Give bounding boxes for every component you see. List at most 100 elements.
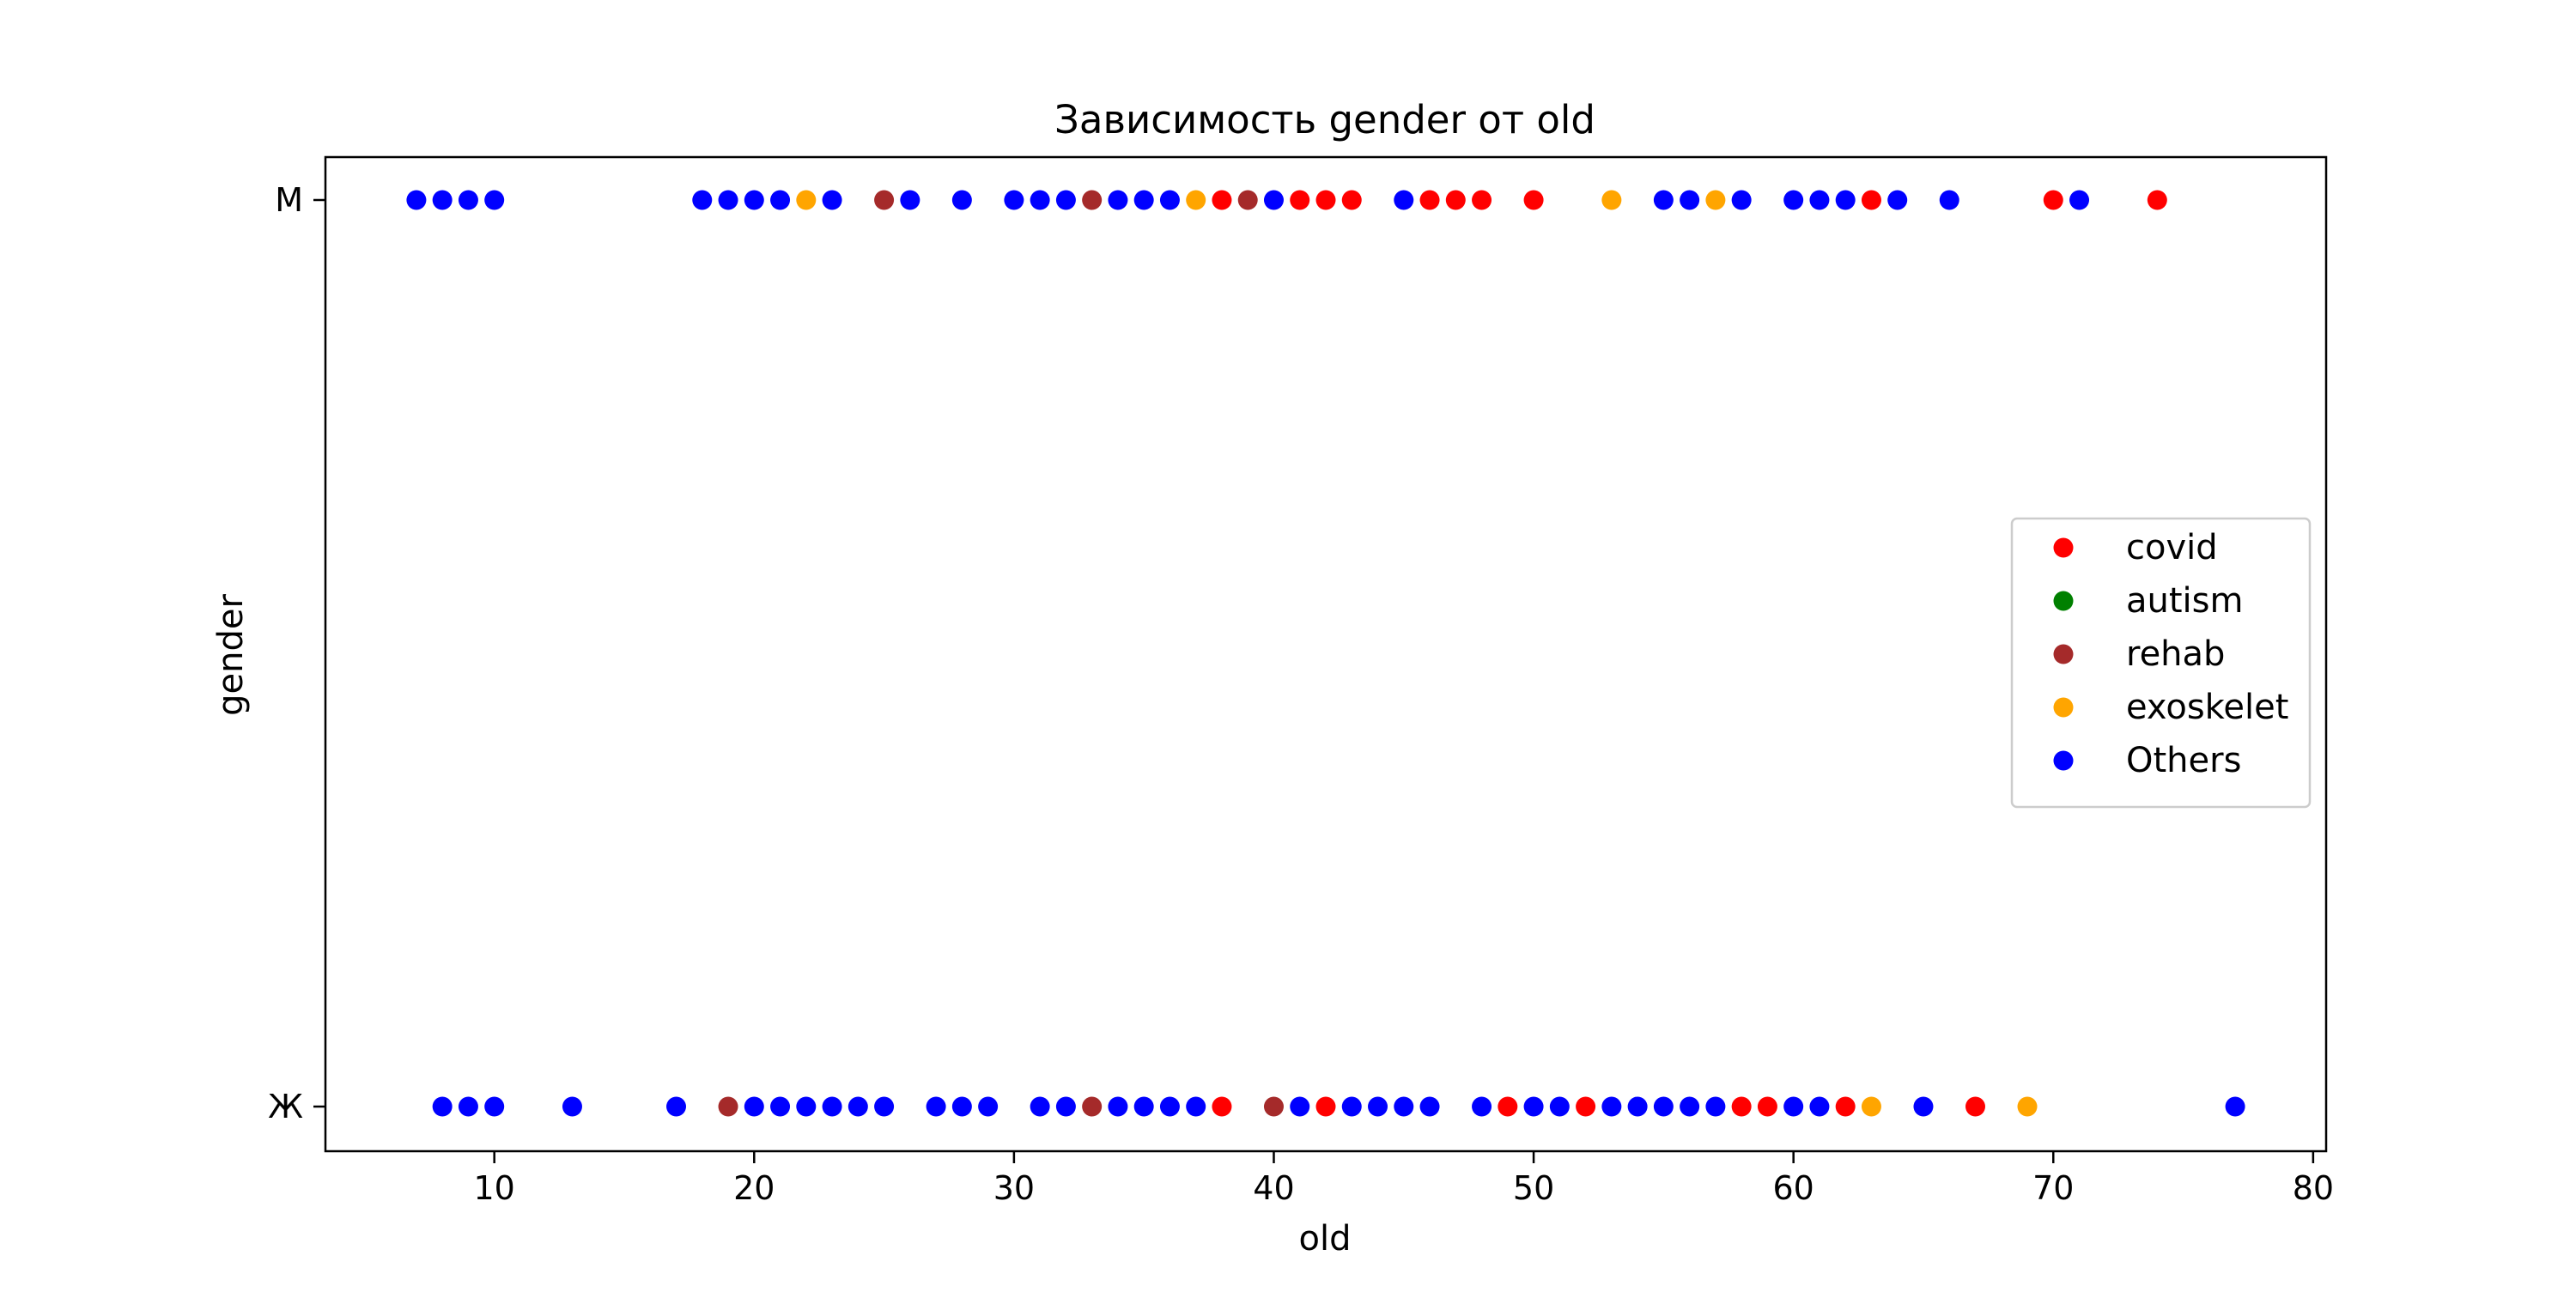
data-point-others <box>796 1096 817 1117</box>
x-tick-label: 60 <box>1772 1169 1814 1207</box>
x-tick-label: 30 <box>993 1169 1035 1207</box>
data-point-covid <box>1965 1096 1985 1117</box>
x-tick-label: 50 <box>1513 1169 1554 1207</box>
legend-marker <box>2053 750 2074 771</box>
data-point-others <box>822 1096 842 1117</box>
data-point-covid <box>1315 1096 1336 1117</box>
data-point-others <box>1523 1096 1544 1117</box>
data-point-others <box>458 1096 478 1117</box>
data-point-exoskelet <box>1601 190 1622 210</box>
data-point-others <box>1159 190 1180 210</box>
data-point-others <box>951 1096 972 1117</box>
data-point-covid <box>1472 190 1492 210</box>
data-point-others <box>874 1096 895 1117</box>
data-point-others <box>666 1096 687 1117</box>
data-point-others <box>900 190 920 210</box>
data-point-others <box>744 1096 764 1117</box>
x-tick-label: 20 <box>733 1169 775 1207</box>
legend-marker <box>2053 537 2074 558</box>
data-point-others <box>1030 1096 1050 1117</box>
data-point-others <box>1783 1096 1804 1117</box>
data-point-others <box>1055 1096 1076 1117</box>
data-point-covid <box>1341 190 1362 210</box>
data-point-covid <box>2043 190 2063 210</box>
legend: covid autism rehab exoskelet Others <box>2010 517 2312 809</box>
chart-title: Зависимость gender от old <box>1054 97 1595 143</box>
data-point-others <box>1030 190 1050 210</box>
data-point-covid <box>1212 190 1232 210</box>
data-point-others <box>1108 1096 1128 1117</box>
data-point-others <box>1394 190 1414 210</box>
data-point-others <box>770 190 791 210</box>
data-point-others <box>1368 1096 1388 1117</box>
x-tick-label: 40 <box>1253 1169 1294 1207</box>
data-point-others <box>692 190 713 210</box>
data-point-covid <box>1731 1096 1752 1117</box>
data-point-covid <box>1419 190 1440 210</box>
legend-label: exoskelet <box>2126 688 2288 727</box>
legend-marker <box>2053 591 2074 611</box>
data-point-others <box>951 190 972 210</box>
data-point-others <box>2069 190 2090 210</box>
data-point-others <box>484 190 505 210</box>
data-point-others <box>978 1096 999 1117</box>
plot-area: 10 20 30 40 50 60 70 80 Ж М <box>268 181 2334 1207</box>
data-point-others <box>1680 1096 1700 1117</box>
x-tick-label: 70 <box>2032 1169 2074 1207</box>
data-point-others <box>926 1096 946 1117</box>
x-tick-label: 10 <box>474 1169 515 1207</box>
data-point-exoskelet <box>2017 1096 2038 1117</box>
legend-marker <box>2053 644 2074 664</box>
y-tick-label: Ж <box>268 1088 303 1125</box>
data-point-others <box>458 190 478 210</box>
data-point-covid <box>1315 190 1336 210</box>
data-point-others <box>1835 190 1856 210</box>
data-point-covid <box>1212 1096 1232 1117</box>
data-point-others <box>432 1096 453 1117</box>
data-point-others <box>1419 1096 1440 1117</box>
data-point-others <box>1939 190 1959 210</box>
data-point-others <box>1913 1096 1934 1117</box>
data-point-others <box>1186 1096 1206 1117</box>
data-point-others <box>822 190 842 210</box>
y-tick-label: М <box>275 181 303 219</box>
data-point-exoskelet <box>1861 1096 1881 1117</box>
legend-marker <box>2053 697 2074 718</box>
data-point-exoskelet <box>796 190 817 210</box>
data-point-others <box>744 190 764 210</box>
data-point-covid <box>1523 190 1544 210</box>
data-point-others <box>1108 190 1128 210</box>
data-point-others <box>1680 190 1700 210</box>
data-point-others <box>1809 190 1830 210</box>
data-point-others <box>770 1096 791 1117</box>
data-point-others <box>1055 190 1076 210</box>
data-point-others <box>1809 1096 1830 1117</box>
data-point-others <box>432 190 453 210</box>
data-point-others <box>1705 1096 1726 1117</box>
data-point-others <box>1004 190 1024 210</box>
data-point-others <box>406 190 427 210</box>
data-point-others <box>1133 190 1154 210</box>
legend-label: Others <box>2126 741 2241 780</box>
data-point-covid <box>1445 190 1466 210</box>
data-point-others <box>1159 1096 1180 1117</box>
data-point-rehab <box>1082 190 1103 210</box>
data-point-others <box>1263 190 1284 210</box>
data-point-others <box>1394 1096 1414 1117</box>
data-point-others <box>1290 1096 1310 1117</box>
data-point-covid <box>1757 1096 1777 1117</box>
data-point-others <box>1887 190 1908 210</box>
data-point-covid <box>1861 190 1881 210</box>
x-tick-label: 80 <box>2293 1169 2334 1207</box>
legend-box <box>2010 517 2312 809</box>
data-point-covid <box>1290 190 1310 210</box>
data-point-others <box>1549 1096 1570 1117</box>
data-point-others <box>1783 190 1804 210</box>
data-point-others <box>848 1096 868 1117</box>
data-point-others <box>718 190 738 210</box>
data-point-covid <box>2147 190 2167 210</box>
data-point-others <box>1341 1096 1362 1117</box>
data-point-others <box>1653 1096 1674 1117</box>
